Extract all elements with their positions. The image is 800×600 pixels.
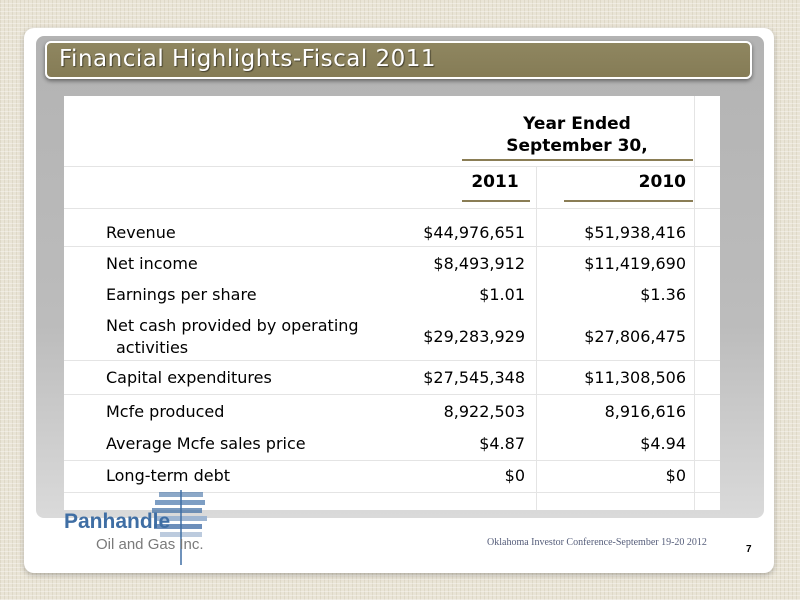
logo-subtitle: Oil and Gas Inc. <box>96 536 204 553</box>
slide-title: Financial Highlights-Fiscal 2011 <box>59 46 437 72</box>
footer-text: Oklahoma Investor Conference-September 1… <box>487 537 707 548</box>
row-label-long-term-debt: Long-term debt <box>106 466 231 485</box>
row-label-revenue: Revenue <box>106 223 176 242</box>
table-divider <box>64 492 720 493</box>
row-label-net-cash-line1: Net cash provided by operating <box>106 316 359 335</box>
row-value-2011: $29,283,929 <box>423 327 525 346</box>
row-label-mcfe-price: Average Mcfe sales price <box>106 434 306 453</box>
row-label-net-income: Net income <box>106 254 198 273</box>
column-header-2011: 2011 <box>471 172 519 192</box>
financial-table: Year Ended September 30, 2011 2010 Reven… <box>64 96 720 510</box>
logo-name: Panhandle <box>64 510 171 533</box>
row-value-2010: $0 <box>665 466 686 485</box>
row-value-2010: $11,419,690 <box>584 254 686 273</box>
row-value-2010: $51,938,416 <box>584 223 686 242</box>
row-label-net-cash-line2: activities <box>116 338 189 357</box>
column-underline-2010 <box>564 200 693 202</box>
table-divider <box>64 394 720 395</box>
row-value-2010: $11,308,506 <box>584 368 686 387</box>
row-label-eps: Earnings per share <box>106 285 257 304</box>
page-number: 7 <box>746 544 752 555</box>
row-value-2010: $27,806,475 <box>584 327 686 346</box>
table-divider <box>64 460 720 461</box>
row-value-2011: $8,493,912 <box>433 254 525 273</box>
row-label-capex: Capital expenditures <box>106 368 272 387</box>
row-value-2010: $1.36 <box>640 285 686 304</box>
table-divider <box>64 246 720 247</box>
header-september-30: September 30, <box>506 136 648 156</box>
row-value-2011: $1.01 <box>479 285 525 304</box>
title-bar: Financial Highlights-Fiscal 2011 <box>45 41 752 79</box>
row-value-2011: $27,545,348 <box>423 368 525 387</box>
row-value-2011: 8,922,503 <box>443 402 525 421</box>
header-underline <box>462 159 693 161</box>
column-divider <box>694 96 695 510</box>
column-header-2010: 2010 <box>638 172 686 192</box>
row-value-2011: $0 <box>504 466 525 485</box>
column-underline-2011 <box>462 200 530 202</box>
table-divider <box>64 208 720 209</box>
row-label-mcfe-produced: Mcfe produced <box>106 402 225 421</box>
table-divider <box>64 360 720 361</box>
header-year-ended: Year Ended <box>523 114 631 134</box>
row-value-2011: $44,976,651 <box>423 223 525 242</box>
row-value-2011: $4.87 <box>479 434 525 453</box>
column-divider <box>536 166 537 510</box>
table-divider <box>64 166 720 167</box>
row-value-2010: $4.94 <box>640 434 686 453</box>
company-logo-mark <box>152 490 207 565</box>
row-value-2010: 8,916,616 <box>604 402 686 421</box>
